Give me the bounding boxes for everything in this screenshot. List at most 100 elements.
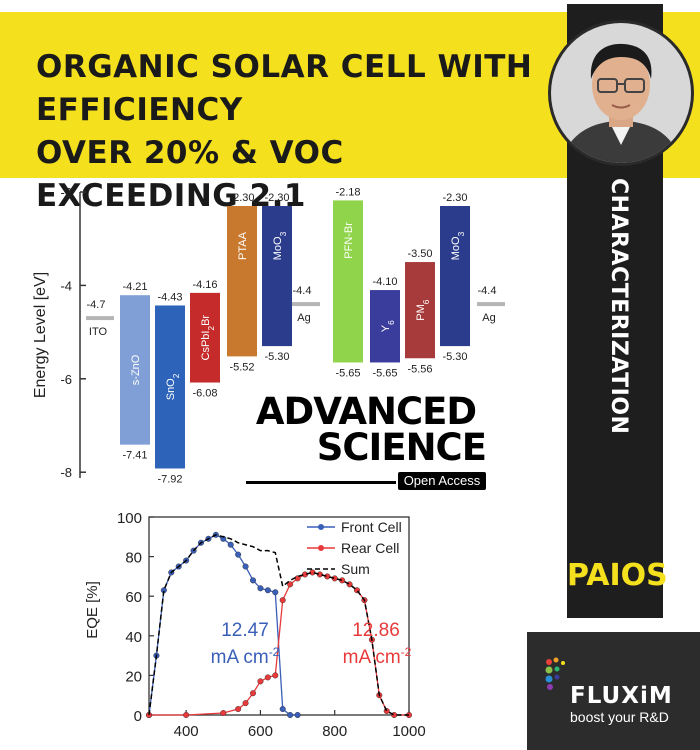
eqe-y-tick-label: 40 (125, 629, 142, 646)
energy-bottom-label: -5.30 (264, 351, 289, 363)
energy-bar-cspbi2br (190, 292, 220, 383)
series-front-cell-point (227, 541, 234, 548)
series-front-cell-point (272, 589, 279, 596)
series-rear-cell-point (383, 708, 390, 715)
headline: ORGANIC SOLAR CELL WITH EFFICIENCY OVER … (36, 46, 556, 218)
energy-layer-label: Ag (482, 312, 495, 324)
legend-marker (318, 545, 324, 551)
series-rear-cell-line (149, 571, 409, 716)
series-rear-cell-point (235, 706, 242, 713)
energy-top-label: -4.16 (192, 279, 217, 291)
series-rear-cell-point (391, 711, 398, 718)
fluxim-dots-icon (545, 657, 565, 690)
energy-level-ag (292, 302, 320, 307)
journal-logo-line-1: ADVANCED (255, 390, 477, 433)
series-rear-cell-point (242, 700, 249, 707)
energy-value-label: -4.4 (478, 285, 497, 297)
energy-bottom-label: -5.65 (372, 367, 397, 379)
energy-top-label: -2.30 (442, 192, 467, 204)
energy-level-ito (86, 316, 114, 321)
energy-top-label: -3.50 (407, 248, 432, 260)
series-rear-cell-point (249, 690, 256, 697)
eqe-plot-frame (148, 516, 410, 716)
current-density-unit: mA cm-2 (211, 645, 280, 668)
series-rear-cell-point (183, 711, 190, 718)
energy-layer-label: MoO3 (272, 231, 288, 260)
energy-layer-label: ITO (89, 326, 108, 338)
energy-layer-label: PTAA (237, 231, 249, 260)
energy-value-label: -4.4 (293, 285, 312, 297)
series-rear-cell-point (279, 597, 286, 604)
headline-line-1: ORGANIC SOLAR CELL WITH EFFICIENCY (36, 49, 533, 128)
eqe-y-axis-label: EQE [%] (84, 581, 101, 639)
series-front-cell-point (249, 577, 256, 584)
energy-bottom-label: -5.30 (442, 351, 467, 363)
energy-bar-ptaa (227, 206, 257, 357)
series-front-cell-point (235, 551, 242, 558)
series-rear-cell-point (272, 672, 279, 679)
energy-layer-label: CsPbI2Br (200, 315, 216, 361)
energy-level-diagram: Energy Level [eV] -2 -4 -6 -8 -4.7 ITO -4.21 -7… (32, 185, 505, 485)
series-front-cell-point (264, 587, 271, 594)
energy-bottom-label: -5.65 (335, 367, 360, 379)
energy-bar-s-zno (120, 295, 150, 445)
energy-top-label: -2.30 (264, 192, 289, 204)
energy-bar-pm6 (405, 262, 435, 359)
headline-line-2: OVER 20% & VOC EXCEEDING 2.1 (36, 135, 344, 214)
eqe-y-tick-label: 100 (117, 510, 142, 527)
energy-bottom-label: -5.56 (407, 363, 432, 375)
fluxim-logo-box (527, 632, 700, 750)
series-front-cell-point (242, 563, 249, 570)
energy-layer-label: PM6 (415, 299, 431, 321)
energy-top-label: -4.43 (157, 291, 182, 303)
energy-bottom-label: -6.08 (192, 388, 217, 400)
energy-value-label: -4.7 (87, 299, 106, 311)
energy-layer-label: MoO3 (450, 231, 466, 260)
legend-marker (318, 524, 324, 530)
series-sum-line (148, 534, 409, 716)
energy-y-tick-label: -6 (60, 372, 72, 387)
eqe-x-tick-label: 1000 (392, 723, 425, 740)
eqe-y-tick-label: 60 (125, 589, 142, 606)
energy-bar-y6 (370, 290, 400, 363)
energy-y-tick-label: -8 (60, 465, 72, 480)
eqe-y-tick-label: 80 (125, 550, 142, 567)
energy-layer-label: s-ZnO (130, 354, 142, 385)
series-rear-cell-point (220, 710, 227, 717)
series-front-cell-point (257, 585, 264, 592)
energy-top-label: -2.30 (229, 192, 254, 204)
energy-top-label: -4.10 (372, 276, 397, 288)
series-rear-cell-point (257, 678, 264, 685)
energy-bar-sno2 (155, 305, 185, 469)
fluxim-name: FLUXiM (570, 683, 673, 709)
current-density-value: 12.47 (221, 620, 269, 641)
series-rear-cell-point (287, 581, 294, 588)
journal-logo-line-2: SCIENCE (316, 426, 487, 469)
energy-y-tick-label: -2 (60, 185, 72, 200)
journal-logo-rule (246, 481, 396, 484)
current-density-unit: mA cm-2 (343, 645, 412, 668)
energy-y-axis-label: Energy Level [eV] (32, 272, 49, 398)
portrait-photo (548, 20, 694, 166)
paios-brand: PAIOS (567, 558, 668, 593)
eqe-chart: EQE [%] 400 600 800 1000 0 20 40 60 80 100 Front C… (84, 510, 426, 740)
portrait-illustration (551, 23, 691, 163)
sidebar-vertical-text: CHARACTERIZATION PERFORMED BY (526, 178, 631, 435)
fluxim-tagline: boost your R&D (570, 709, 669, 725)
energy-bar-moo3 (440, 206, 470, 347)
eqe-x-tick-label: 600 (248, 723, 273, 740)
legend-label: Rear Cell (341, 540, 399, 556)
eqe-x-tick-label: 400 (174, 723, 199, 740)
energy-top-label: -4.21 (122, 281, 147, 293)
eqe-y-tick-label: 20 (125, 668, 142, 685)
eqe-x-tick-label: 800 (322, 723, 347, 740)
energy-bar-moo3 (262, 206, 292, 347)
legend-label: Front Cell (341, 519, 402, 535)
series-rear-cell-point (264, 674, 271, 681)
series-front-cell-point (294, 711, 301, 718)
series-front-cell-point (220, 535, 227, 542)
eqe-y-tick-label: 0 (134, 708, 142, 725)
series-front-cell-point (279, 706, 286, 713)
advanced-science-logo: ADVANCED SCIENCE Open Access (246, 390, 487, 492)
legend-label: Sum (341, 561, 370, 577)
